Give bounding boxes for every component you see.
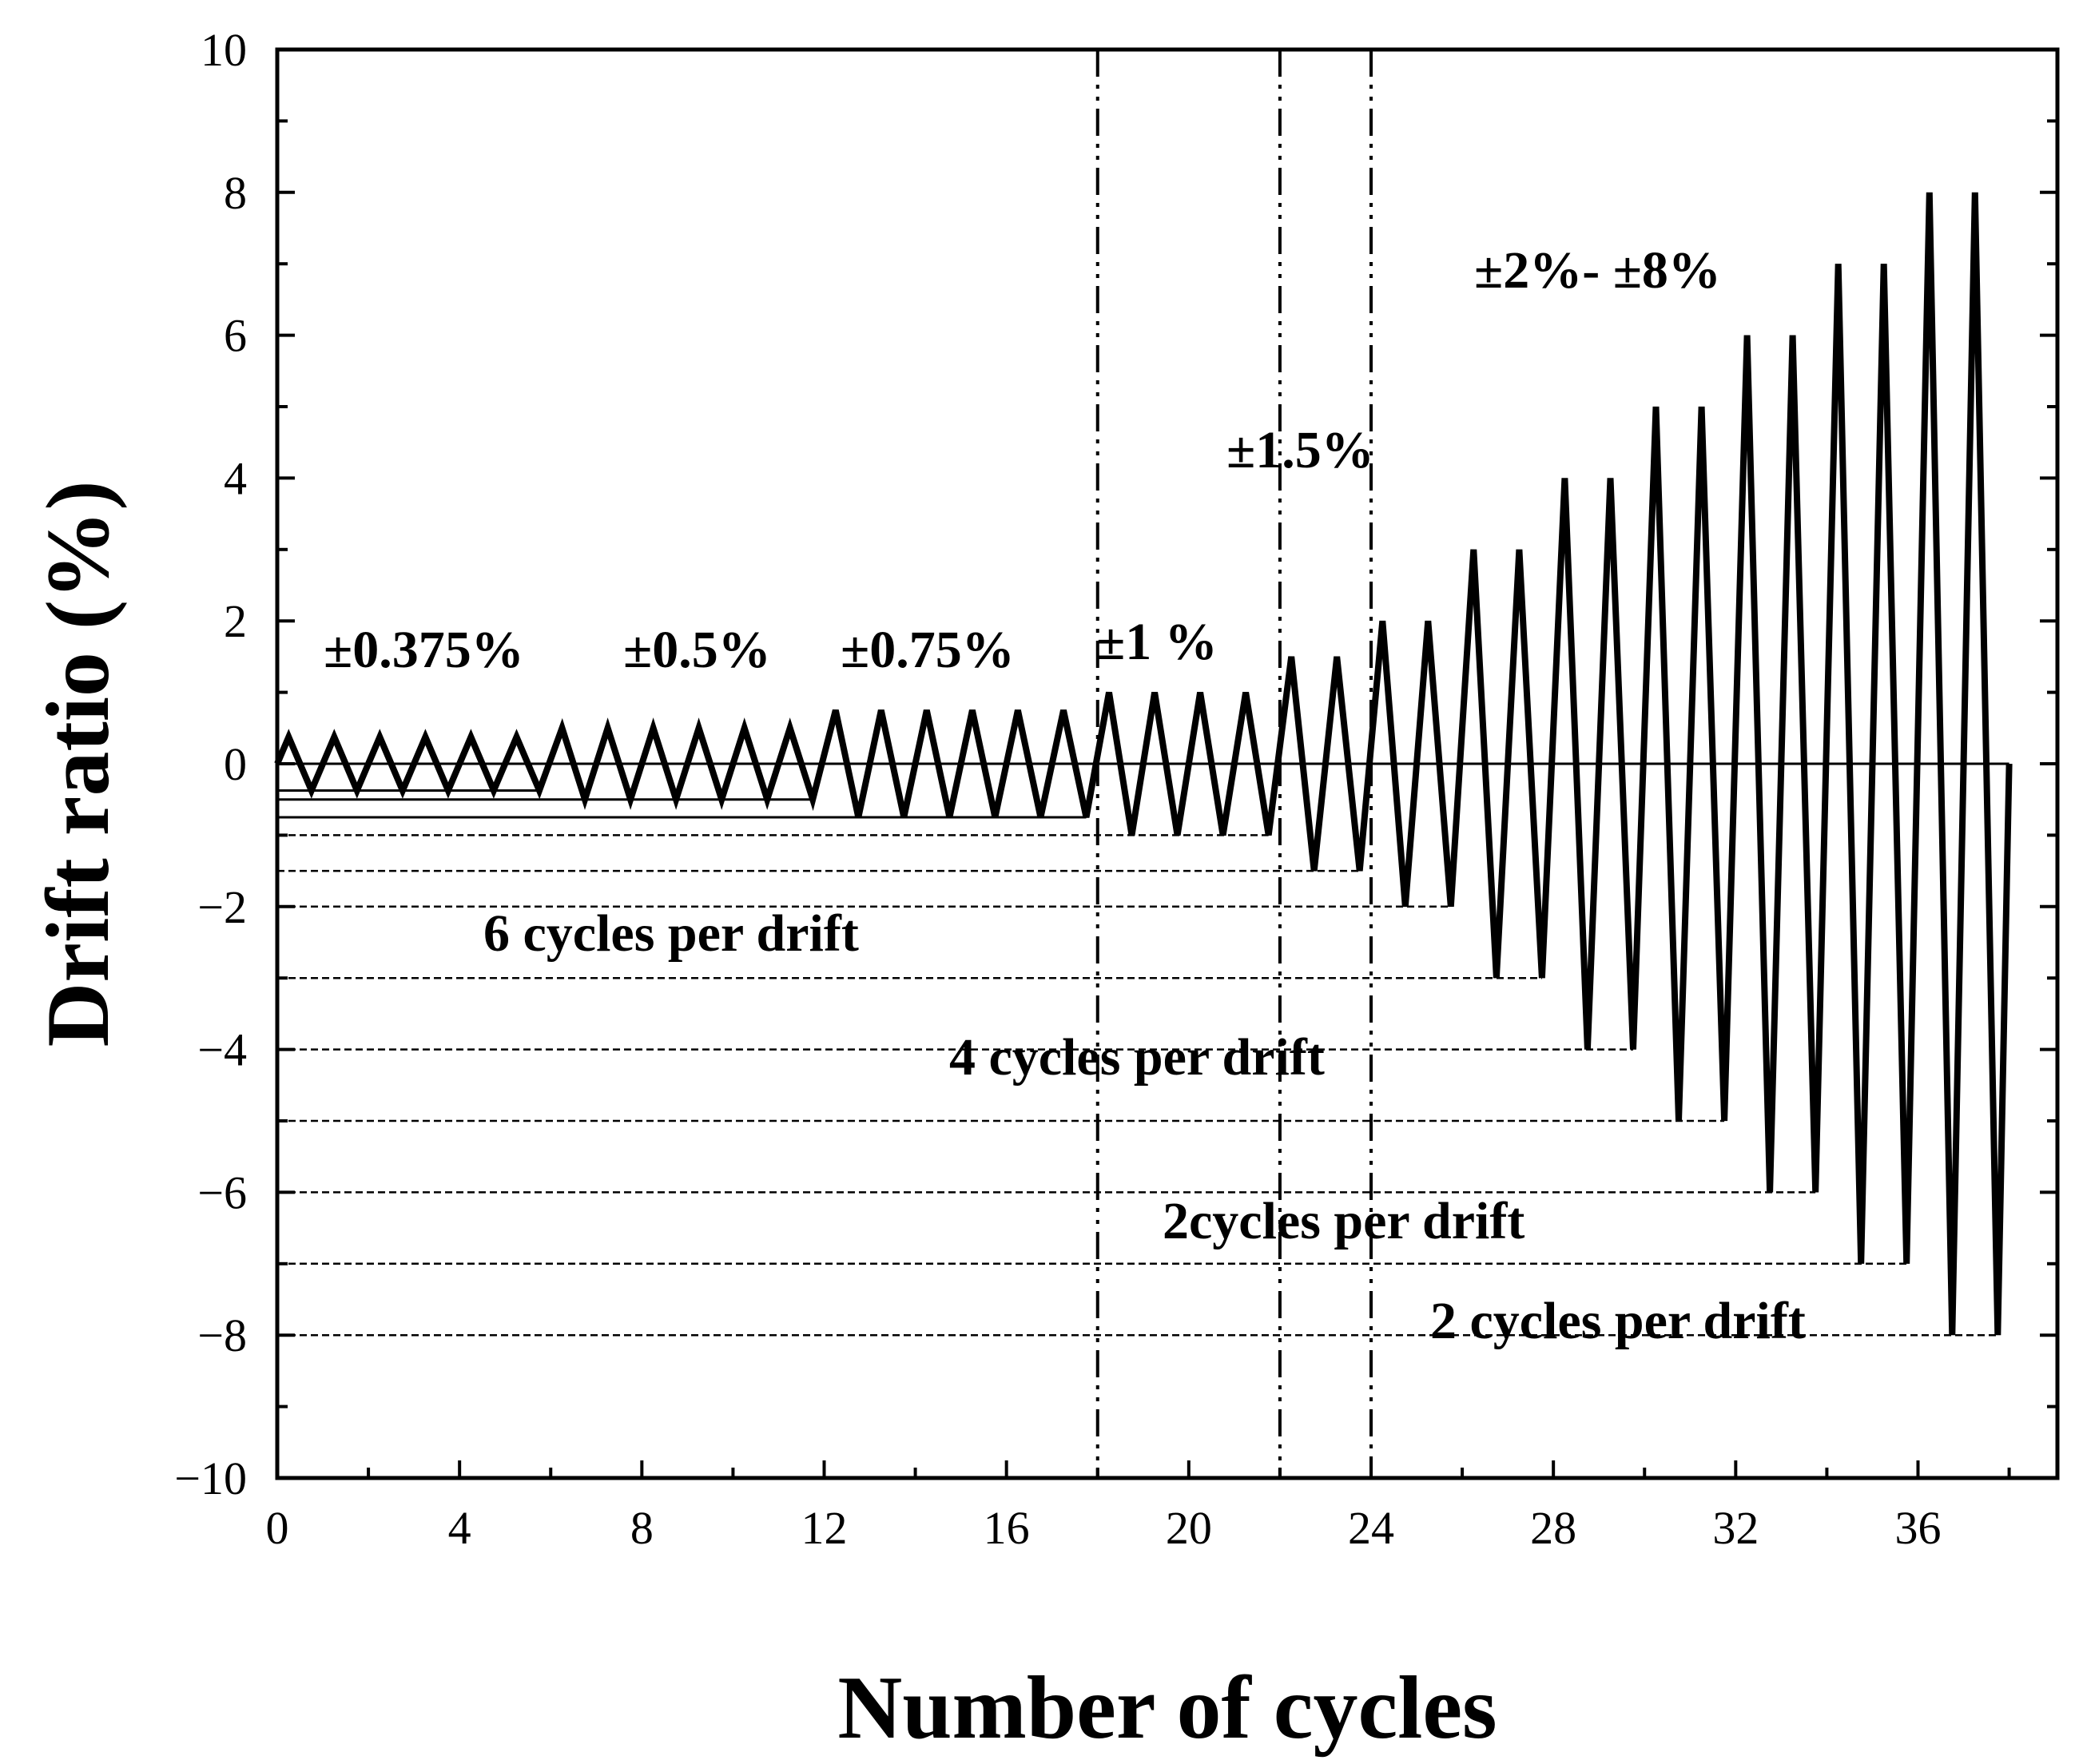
y-tick-label-6: −2: [197, 881, 247, 933]
x-tick-label-6: 24: [1348, 1502, 1394, 1554]
y-tick-label-9: −8: [197, 1309, 247, 1361]
annotation-4-cycles: 4 cycles per drift: [949, 1028, 1325, 1087]
y-tick-label-3: 4: [224, 452, 247, 504]
annotations: ±0.375% ±0.5% ±0.75% ±1 % ±1.5% ±2%- ±8%…: [324, 241, 1806, 1350]
y-axis-title: Drift ratio (%): [29, 480, 128, 1047]
x-axis-title: Number of cycles: [837, 1659, 1497, 1758]
x-tick-label-1: 4: [448, 1502, 471, 1554]
annotation-1: ±1 %: [1096, 613, 1218, 671]
x-tick-label-4: 16: [984, 1502, 1030, 1554]
series-line: [274, 192, 2013, 1336]
y-tick-label-8: −6: [197, 1166, 247, 1218]
x-tick-label-9: 36: [1895, 1502, 1942, 1554]
x-tick-label-5: 20: [1166, 1502, 1212, 1554]
annotation-2-cycles: 2 cycles per drift: [1430, 1292, 1806, 1350]
y-tick-label-7: −4: [197, 1024, 247, 1076]
annotation-2-8: ±2%- ±8%: [1474, 241, 1721, 300]
y-tick-label-1: 8: [224, 167, 247, 219]
y-tick-label-0: 10: [201, 24, 247, 76]
y-tick-label-2: 6: [224, 310, 247, 362]
y-tick-label-5: 0: [224, 738, 247, 790]
annotation-075: ±0.75%: [841, 621, 1015, 679]
x-tick-label-8: 32: [1712, 1502, 1759, 1554]
series-layer: [274, 192, 2013, 1336]
x-tick-label-2: 8: [630, 1502, 654, 1554]
annotation-2cycles: 2cycles per drift: [1163, 1192, 1524, 1250]
y-tick-label-4: 2: [224, 595, 247, 647]
annotation-05: ±0.5%: [623, 621, 771, 679]
x-tick-label-0: 0: [266, 1502, 289, 1554]
y-tick-label-10: −10: [174, 1452, 247, 1504]
x-tick-label-7: 28: [1530, 1502, 1576, 1554]
x-tick-label-3: 12: [801, 1502, 848, 1554]
annotation-6-cycles: 6 cycles per drift: [483, 904, 859, 963]
annotation-15: ±1.5%: [1226, 421, 1374, 479]
annotation-0375: ±0.375%: [324, 621, 524, 679]
